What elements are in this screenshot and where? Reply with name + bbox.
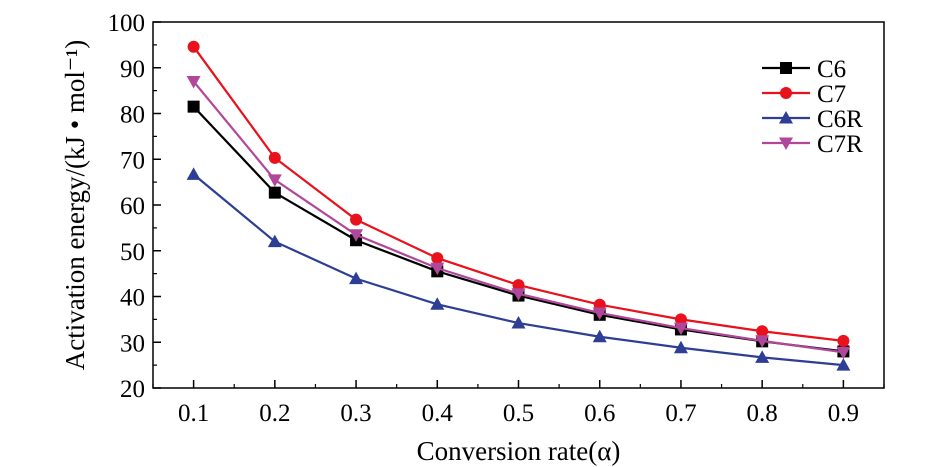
data-point-c7r bbox=[755, 335, 770, 348]
legend-marker bbox=[780, 62, 792, 74]
legend-item: C6 bbox=[762, 56, 846, 83]
data-point-c7r bbox=[186, 75, 201, 89]
series-c7r bbox=[186, 75, 851, 360]
data-point-c7r bbox=[836, 346, 851, 360]
data-point-c6r bbox=[186, 167, 201, 180]
data-point-c6r bbox=[430, 297, 445, 310]
data-point-c7 bbox=[350, 213, 363, 226]
data-point-c6r bbox=[592, 329, 607, 343]
legend-item: C7 bbox=[762, 81, 846, 108]
legend-item: C6R bbox=[762, 106, 863, 133]
y-axis: 20 30 40 50 60 70 80 90 100 bbox=[108, 10, 161, 403]
x-tick-label: 0.8 bbox=[747, 400, 778, 427]
y-tick-label: 90 bbox=[120, 56, 145, 83]
legend-label: C7 bbox=[817, 81, 846, 108]
legend-label: C6 bbox=[817, 56, 846, 83]
legend-marker bbox=[779, 137, 793, 150]
data-point-c6r bbox=[349, 271, 364, 285]
x-tick-label: 0.2 bbox=[259, 400, 290, 427]
legend-marker bbox=[779, 111, 793, 124]
x-tick-label: 0.6 bbox=[584, 400, 615, 427]
y-tick-label: 20 bbox=[120, 376, 145, 403]
series-line-c6 bbox=[192, 105, 844, 353]
y-tick-label: 80 bbox=[120, 102, 145, 129]
y-tick-label: 30 bbox=[120, 330, 145, 357]
data-point-c7 bbox=[756, 325, 769, 338]
data-point-c6r bbox=[673, 340, 688, 354]
legend-item: C7R bbox=[762, 131, 863, 158]
data-point-c7r bbox=[511, 288, 526, 301]
y-tick-label: 40 bbox=[120, 285, 145, 312]
x-axis: 0.1 0.2 0.3 0.4 0.5 0.6 0.7 0.8 0.9 bbox=[152, 380, 885, 427]
series-layer bbox=[186, 40, 851, 371]
legend-label: C7R bbox=[817, 131, 863, 158]
data-point-c7 bbox=[187, 40, 200, 53]
x-tick-label: 0.7 bbox=[665, 400, 696, 427]
data-point-c6r bbox=[511, 316, 526, 329]
data-point-c7r bbox=[349, 229, 364, 242]
data-point-c6r bbox=[267, 234, 282, 248]
y-tick-label: 60 bbox=[120, 193, 145, 220]
data-point-c7r bbox=[430, 262, 445, 276]
data-point-c7r bbox=[267, 174, 282, 187]
x-tick-label: 0.1 bbox=[178, 400, 209, 427]
series-c6r bbox=[186, 167, 851, 371]
y-tick-label: 50 bbox=[120, 239, 145, 266]
data-point-c7 bbox=[431, 252, 444, 265]
data-point-c6r bbox=[755, 350, 770, 363]
data-point-c6r bbox=[836, 358, 851, 371]
data-point-c7 bbox=[268, 151, 281, 164]
x-tick-label: 0.4 bbox=[422, 400, 454, 427]
x-tick-label: 0.5 bbox=[503, 400, 534, 427]
legend-marker bbox=[780, 87, 792, 99]
x-tick-label: 0.3 bbox=[340, 400, 371, 427]
y-tick-label: 100 bbox=[108, 10, 146, 37]
data-point-c6 bbox=[187, 100, 200, 113]
y-axis-title: Activation energy/(kJ • mol⁻¹) bbox=[60, 40, 90, 371]
data-point-c7 bbox=[512, 279, 525, 292]
y-tick-label: 70 bbox=[120, 147, 145, 174]
series-c7 bbox=[187, 40, 850, 347]
legend-label: C6R bbox=[817, 106, 863, 133]
data-point-c7 bbox=[837, 334, 850, 347]
data-point-c6 bbox=[268, 186, 281, 199]
series-line-c7r bbox=[192, 80, 844, 354]
x-tick-label: 0.9 bbox=[828, 400, 859, 427]
data-point-c7r bbox=[673, 322, 688, 336]
x-axis-title: Conversion rate(α) bbox=[417, 436, 621, 466]
data-point-c7r bbox=[592, 307, 607, 320]
data-point-c7 bbox=[674, 313, 687, 326]
